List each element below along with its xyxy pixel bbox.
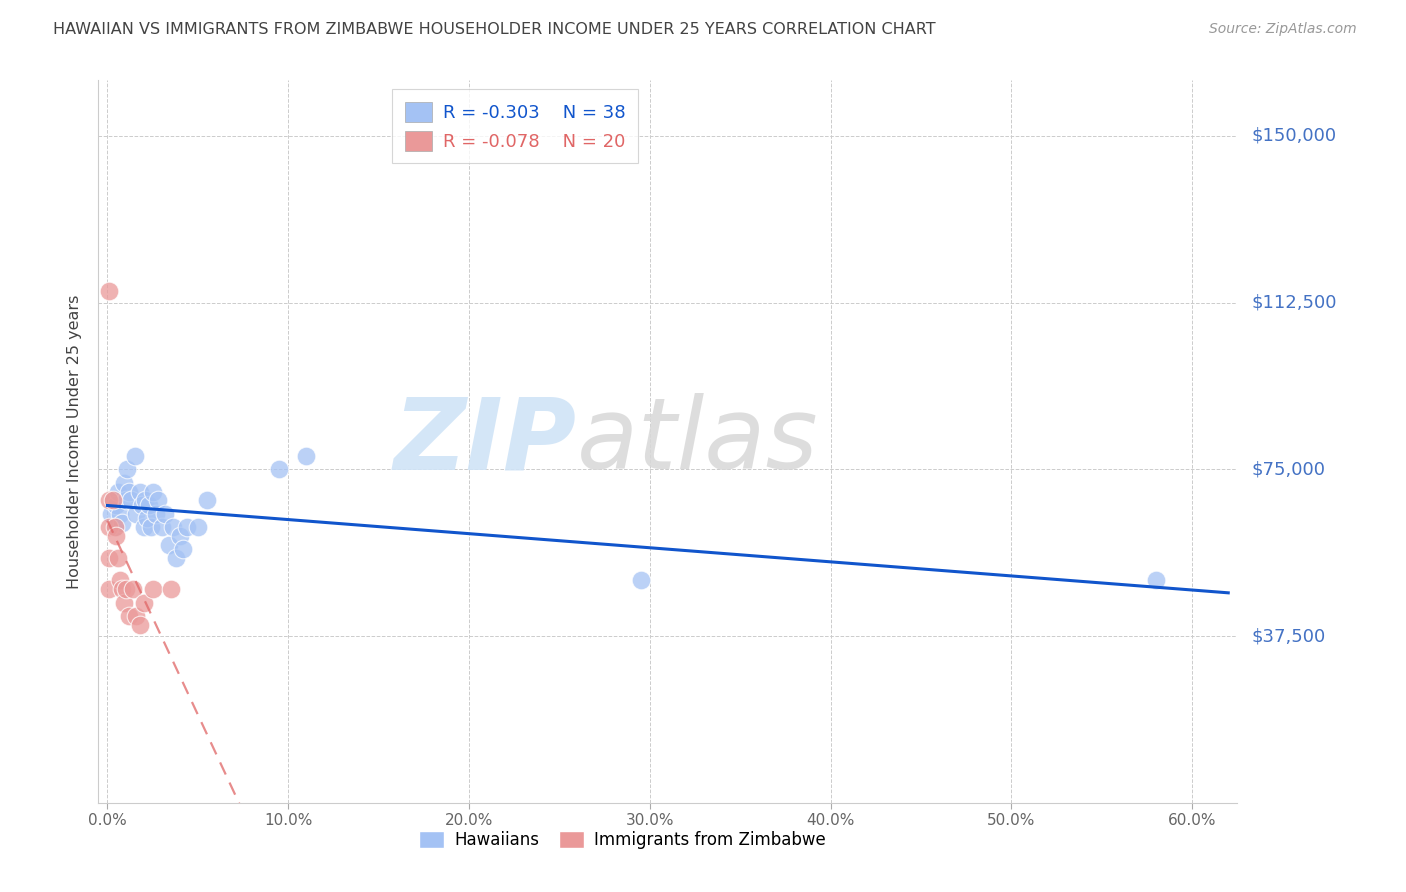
Point [165, 551, 187, 566]
Point [146, 493, 169, 508]
Point [120, 493, 142, 508]
Point [104, 520, 127, 534]
Point [195, 493, 218, 508]
Point [98, 551, 121, 566]
Legend: Hawaiians, Immigrants from Zimbabwe: Hawaiians, Immigrants from Zimbabwe [412, 824, 832, 856]
Point [132, 520, 155, 534]
Point [1144, 574, 1167, 588]
Point [117, 462, 139, 476]
Text: ZIP: ZIP [394, 393, 576, 490]
Text: Source: ZipAtlas.com: Source: ZipAtlas.com [1209, 22, 1357, 37]
Text: $75,000: $75,000 [1251, 460, 1326, 478]
Point [138, 498, 160, 512]
Point [131, 498, 153, 512]
Point [142, 484, 165, 499]
Point [142, 582, 165, 597]
Point [112, 596, 135, 610]
Point [172, 542, 194, 557]
Text: $112,500: $112,500 [1251, 293, 1337, 311]
Point [107, 484, 129, 499]
Text: $37,500: $37,500 [1251, 627, 1326, 645]
Point [114, 582, 136, 597]
Point [118, 484, 141, 499]
Point [129, 618, 152, 632]
Point [162, 520, 184, 534]
Point [105, 498, 128, 512]
Point [145, 507, 167, 521]
Point [125, 507, 148, 521]
Point [157, 538, 180, 552]
Point [139, 520, 162, 534]
Point [134, 493, 156, 508]
Point [104, 520, 127, 534]
Point [159, 582, 181, 597]
Point [98, 520, 121, 534]
Point [111, 582, 134, 597]
Point [630, 574, 652, 588]
Point [136, 511, 159, 525]
Point [121, 582, 143, 597]
Point [150, 520, 173, 534]
Point [100, 507, 122, 521]
Point [118, 609, 141, 624]
Point [98, 582, 121, 597]
Point [98, 493, 121, 508]
Point [101, 493, 124, 508]
Y-axis label: Householder Income Under 25 years: Householder Income Under 25 years [67, 294, 83, 589]
Point [187, 520, 209, 534]
Point [124, 449, 146, 463]
Point [98, 285, 121, 299]
Point [269, 462, 291, 476]
Point [129, 484, 152, 499]
Point [105, 529, 128, 543]
Point [108, 574, 131, 588]
Point [108, 507, 131, 521]
Point [112, 475, 135, 490]
Text: HAWAIIAN VS IMMIGRANTS FROM ZIMBABWE HOUSEHOLDER INCOME UNDER 25 YEARS CORRELATI: HAWAIIAN VS IMMIGRANTS FROM ZIMBABWE HOU… [53, 22, 936, 37]
Point [111, 516, 134, 530]
Point [114, 493, 136, 508]
Point [101, 493, 124, 508]
Point [295, 449, 318, 463]
Point [107, 551, 129, 566]
Text: $150,000: $150,000 [1251, 127, 1336, 145]
Point [176, 520, 198, 534]
Point [155, 507, 177, 521]
Point [125, 609, 148, 624]
Text: atlas: atlas [576, 393, 818, 490]
Point [169, 529, 191, 543]
Point [132, 596, 155, 610]
